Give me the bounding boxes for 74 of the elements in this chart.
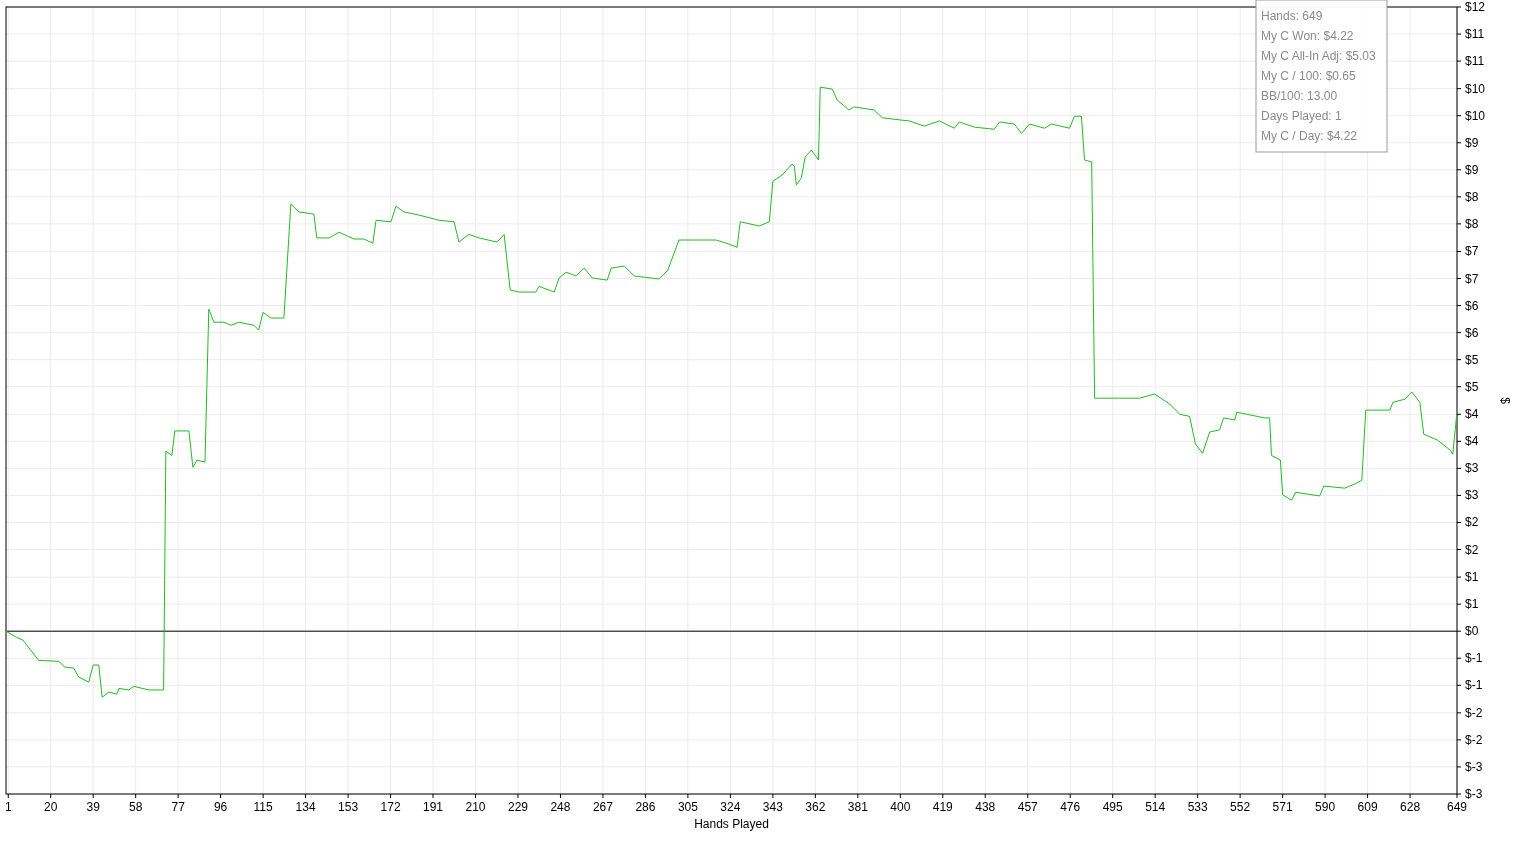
y-tick-label: $6 — [1465, 325, 1479, 340]
x-tick-label: 286 — [635, 800, 656, 814]
x-tick-label: 248 — [550, 800, 571, 814]
y-tick-label: $12 — [1465, 0, 1486, 14]
x-tick-label: 438 — [975, 800, 996, 814]
x-tick-label: 552 — [1230, 800, 1251, 814]
y-tick-label: $-1 — [1465, 678, 1483, 693]
y-tick-label: $-3 — [1465, 759, 1483, 774]
y-tick-label: $0 — [1465, 624, 1479, 639]
annotation: My C / 100: $0.65 — [1261, 69, 1357, 83]
y-tick-label: $2 — [1465, 515, 1479, 530]
y-tick-label: $11 — [1465, 27, 1485, 42]
x-axis-title: Hands Played — [694, 817, 769, 831]
y-tick-label: $10 — [1465, 81, 1486, 96]
x-tick-label: 419 — [932, 800, 954, 814]
y-tick-label: $-3 — [1465, 787, 1483, 801]
x-tick-label: 39 — [86, 800, 101, 814]
annotation: Hands: 649 — [1261, 9, 1323, 23]
x-tick-label: 514 — [1145, 800, 1166, 814]
annotation: My C Won: $4.22 — [1261, 29, 1354, 43]
y-tick-label: $11 — [1465, 54, 1485, 69]
y-tick-label: $-1 — [1465, 651, 1483, 666]
x-tick-label: 96 — [213, 800, 228, 814]
x-tick-label: 305 — [677, 800, 699, 814]
x-tick-label: 381 — [847, 800, 869, 814]
x-tick-label: 533 — [1187, 800, 1208, 814]
x-tick-label: 495 — [1102, 800, 1124, 814]
y-tick-label: $5 — [1465, 379, 1479, 394]
annotation: BB/100: 13.00 — [1261, 89, 1338, 103]
x-tick-label: 571 — [1272, 800, 1293, 814]
x-tick-label: 267 — [592, 800, 614, 814]
x-tick-label: 400 — [890, 800, 911, 814]
x-tick-label: 191 — [423, 800, 444, 814]
x-tick-label: 77 — [171, 800, 186, 814]
x-tick-label: 628 — [1400, 800, 1421, 814]
x-tick-label: 20 — [44, 800, 58, 814]
x-tick-label: 609 — [1357, 800, 1378, 814]
y-tick-label: $8 — [1465, 216, 1479, 231]
y-tick-label: $9 — [1465, 162, 1479, 177]
y-tick-label: $2 — [1465, 542, 1479, 557]
x-tick-label: 115 — [253, 800, 273, 814]
x-tick-label: 134 — [295, 800, 316, 814]
y-tick-label: $5 — [1465, 352, 1479, 367]
annotation: My C / Day: $4.22 — [1261, 129, 1358, 143]
x-tick-label: 210 — [465, 800, 486, 814]
y-tick-label: $4 — [1465, 434, 1479, 449]
y-tick-label: $1 — [1465, 570, 1479, 585]
x-tick-label: 1 — [4, 800, 12, 814]
annotation: My C All-In Adj: $5.03 — [1261, 49, 1377, 63]
x-tick-label: 362 — [805, 800, 826, 814]
x-tick-label: 324 — [720, 800, 741, 814]
y-tick-label: $10 — [1465, 108, 1486, 123]
x-tick-label: 457 — [1017, 800, 1039, 814]
y-tick-label: $8 — [1465, 189, 1479, 204]
y-tick-label: $4 — [1465, 407, 1479, 422]
y-tick-label: $7 — [1465, 271, 1479, 286]
y-axis-title: $ — [1498, 397, 1512, 405]
x-tick-label: 153 — [338, 800, 359, 814]
annotation: Days Played: 1 — [1261, 109, 1343, 123]
x-tick-label: 172 — [380, 800, 401, 814]
x-tick-label: 649 — [1446, 800, 1468, 814]
y-tick-label: $3 — [1465, 488, 1479, 503]
y-tick-label: $3 — [1465, 461, 1479, 476]
y-tick-label: $9 — [1465, 135, 1479, 150]
x-tick-label: 229 — [507, 800, 529, 814]
x-tick-label: 58 — [128, 800, 143, 814]
y-tick-label: $6 — [1465, 298, 1479, 313]
x-tick-label: 343 — [762, 800, 784, 814]
y-tick-label: $-2 — [1465, 732, 1483, 747]
y-tick-label: $-2 — [1465, 705, 1483, 720]
y-tick-label: $1 — [1465, 597, 1479, 612]
y-tick-label: $7 — [1465, 244, 1479, 259]
x-tick-label: 476 — [1060, 800, 1081, 814]
x-tick-label: 590 — [1315, 800, 1336, 814]
